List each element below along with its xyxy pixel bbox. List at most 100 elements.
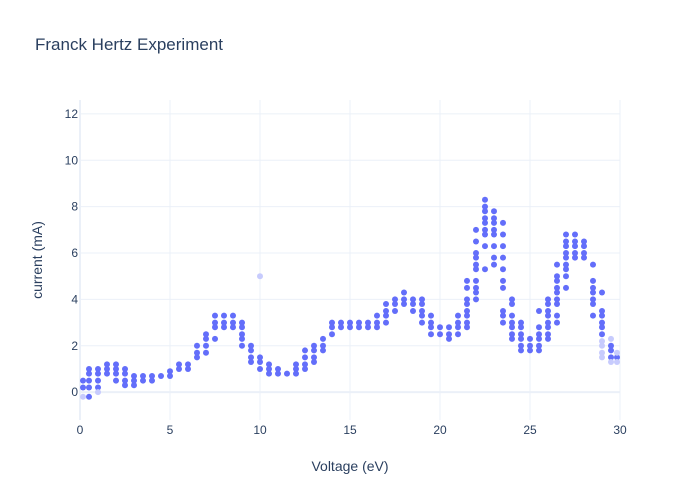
data-point <box>113 365 119 372</box>
data-point <box>392 301 398 308</box>
data-point <box>383 312 389 319</box>
data-point <box>239 331 245 338</box>
data-point <box>401 301 407 308</box>
data-point <box>536 308 542 315</box>
data-point <box>437 324 443 331</box>
data-point <box>203 331 209 338</box>
data-point <box>518 331 524 338</box>
data-point <box>80 384 86 391</box>
data-point <box>545 319 551 326</box>
data-point <box>311 347 317 354</box>
data-point <box>302 354 308 361</box>
data-point <box>590 261 596 268</box>
data-point <box>473 261 479 268</box>
data-point <box>86 370 92 377</box>
data-point <box>329 324 335 331</box>
data-point <box>149 372 155 379</box>
data-point <box>131 377 137 384</box>
data-point <box>248 347 254 354</box>
gridlines <box>79 100 621 420</box>
data-point <box>104 361 110 368</box>
data-point <box>518 342 524 349</box>
data-point <box>545 296 551 303</box>
data-point <box>86 365 92 372</box>
data-point <box>302 365 308 372</box>
data-point <box>275 370 281 377</box>
data-point <box>482 243 488 250</box>
data-point <box>473 277 479 284</box>
data-point <box>158 372 164 379</box>
data-point <box>122 377 128 384</box>
data-point <box>320 335 326 342</box>
data-point <box>500 312 506 319</box>
data-point <box>329 319 335 326</box>
data-point <box>248 359 254 366</box>
y-tick-label: 12 <box>65 107 79 121</box>
data-point <box>293 370 299 377</box>
data-point <box>194 349 200 356</box>
data-point <box>500 231 506 238</box>
data-point <box>401 289 407 296</box>
data-point <box>554 277 560 284</box>
data-point <box>473 266 479 273</box>
data-point <box>446 335 452 342</box>
data-point <box>86 384 92 391</box>
data-point <box>293 365 299 372</box>
data-point <box>482 231 488 238</box>
data-point <box>482 219 488 226</box>
data-point <box>302 361 308 368</box>
x-tick-label: 30 <box>613 423 627 437</box>
data-point <box>86 377 92 384</box>
data-point <box>230 319 236 326</box>
data-point <box>491 254 497 261</box>
data-point <box>257 359 263 366</box>
data-point <box>536 331 542 338</box>
data-point <box>392 296 398 303</box>
data-point <box>554 261 560 268</box>
data-point <box>410 308 416 315</box>
y-tick-label: 0 <box>71 385 78 399</box>
data-point <box>554 273 560 280</box>
data-point <box>131 372 137 379</box>
data-point <box>527 342 533 349</box>
data-point <box>527 347 533 354</box>
data-point <box>464 312 470 319</box>
data-point <box>248 342 254 349</box>
data-point <box>590 289 596 296</box>
data-point <box>266 365 272 372</box>
data-point <box>464 277 470 284</box>
data-point <box>104 370 110 377</box>
data-point <box>473 284 479 291</box>
data-point <box>554 312 560 319</box>
data-point <box>347 319 353 326</box>
data-point <box>464 301 470 308</box>
data-point <box>464 324 470 331</box>
data-point <box>311 359 317 366</box>
data-point <box>599 289 605 296</box>
data-point <box>257 273 263 280</box>
data-point <box>86 393 92 400</box>
data-point <box>554 289 560 296</box>
data-point <box>545 331 551 338</box>
data-point <box>194 354 200 361</box>
data-point <box>374 312 380 319</box>
data-point <box>221 312 227 319</box>
data-point <box>302 347 308 354</box>
x-axis-ticks: 0 5 10 15 20 25 30 <box>77 423 627 437</box>
data-point <box>572 231 578 238</box>
data-point <box>455 312 461 319</box>
data-point <box>500 243 506 250</box>
data-point <box>554 301 560 308</box>
data-point <box>194 342 200 349</box>
data-point <box>599 319 605 326</box>
data-point <box>428 324 434 331</box>
data-point <box>581 254 587 261</box>
data-point <box>284 370 290 377</box>
data-point <box>527 335 533 342</box>
data-point <box>221 319 227 326</box>
data-point <box>239 319 245 326</box>
data-point <box>608 335 614 342</box>
data-point <box>491 226 497 233</box>
data-point <box>563 231 569 238</box>
